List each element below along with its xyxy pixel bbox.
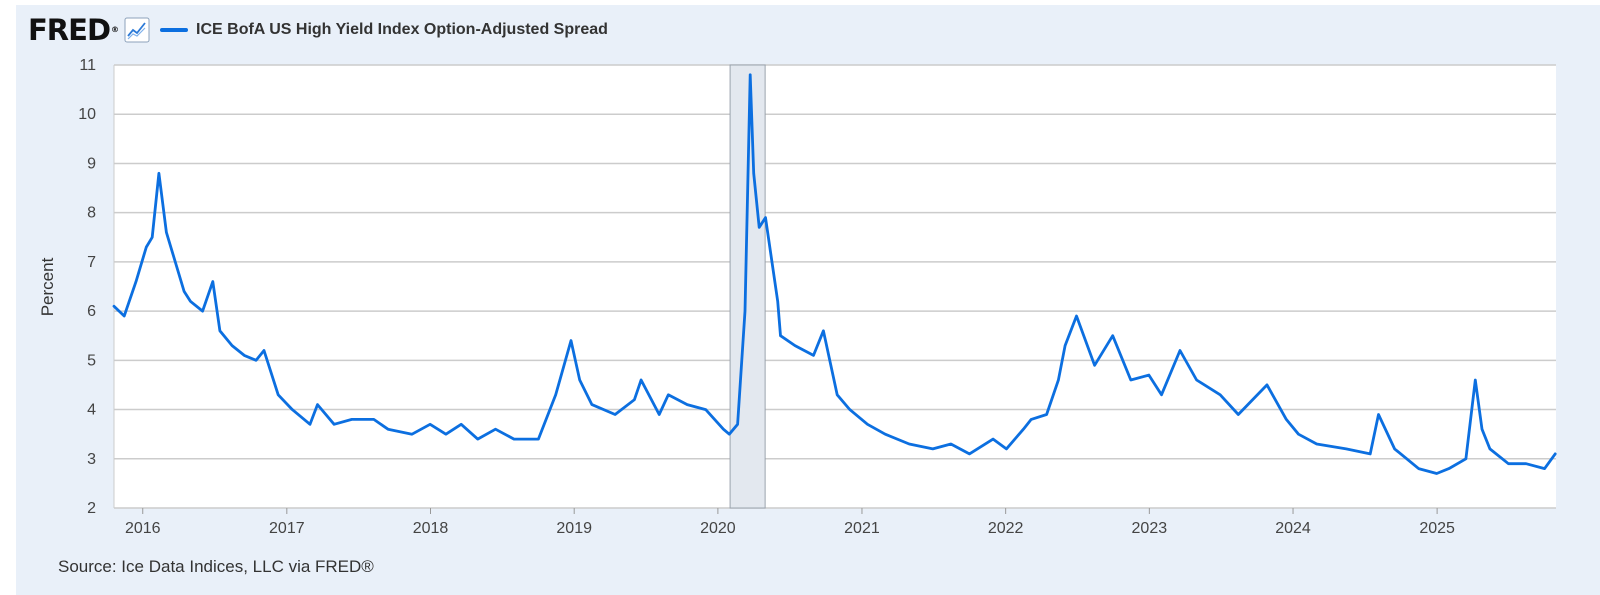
- line-chart-icon: [124, 17, 150, 43]
- plot-area: [114, 65, 1556, 508]
- series-group: [112, 73, 1557, 475]
- y-axis-ticks: 2 3 4 5 6 7 8 9 10 11: [78, 57, 96, 517]
- legend-swatch: [160, 28, 189, 32]
- legend-series-label: ICE BofA US High Yield Index Option-Adju…: [196, 21, 608, 38]
- x-tick-label: 2025: [1419, 520, 1455, 537]
- chart-header: FRED® ICE BofA US High Yield Index Optio…: [28, 14, 608, 46]
- y-tick-label: 4: [87, 402, 96, 419]
- grid-lines: [113, 64, 1556, 509]
- x-tick-label: 2016: [125, 520, 161, 537]
- y-tick-label: 7: [87, 254, 96, 271]
- y-tick-label: 8: [87, 205, 96, 222]
- x-axis-ticks: 2016 2017 2018 2019 2020 2021 2022 2023 2024 2025: [125, 508, 1455, 537]
- source-note: Source: Ice Data Indices, LLC via FRED®: [58, 557, 374, 576]
- x-tick-label: 2017: [269, 520, 305, 537]
- y-tick-label: 2: [87, 500, 96, 517]
- y-tick-label: 3: [87, 451, 96, 468]
- y-tick-label: 10: [78, 106, 96, 123]
- x-tick-label: 2021: [844, 520, 880, 537]
- x-tick-label: 2020: [700, 520, 736, 537]
- x-tick-label: 2022: [988, 520, 1024, 537]
- series-line: [112, 73, 1557, 475]
- y-tick-label: 9: [87, 155, 96, 172]
- y-tick-label: 5: [87, 352, 96, 369]
- y-tick-label: 6: [87, 303, 96, 320]
- y-tick-label: 11: [79, 57, 96, 74]
- fred-logo[interactable]: FRED®: [28, 13, 119, 47]
- y-axis-label: Percent: [38, 257, 57, 316]
- x-tick-label: 2023: [1132, 520, 1168, 537]
- x-tick-label: 2024: [1275, 520, 1311, 537]
- x-tick-label: 2019: [556, 520, 592, 537]
- x-tick-label: 2018: [413, 520, 449, 537]
